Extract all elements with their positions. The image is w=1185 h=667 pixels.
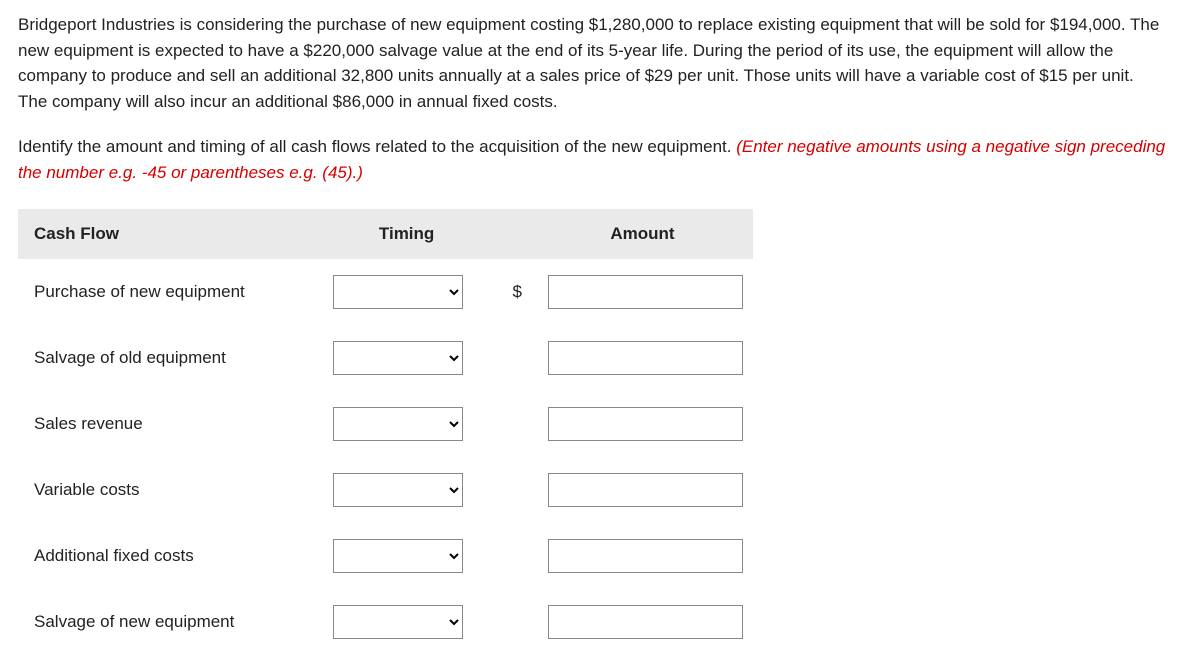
instruction-line: Identify the amount and timing of all ca… xyxy=(18,134,1167,185)
row-label: Variable costs xyxy=(18,457,317,523)
row-label: Sales revenue xyxy=(18,391,317,457)
table-row: Salvage of new equipment xyxy=(18,589,753,655)
currency-symbol: $ xyxy=(513,282,522,301)
problem-statement: Bridgeport Industries is considering the… xyxy=(18,12,1167,114)
amount-input[interactable] xyxy=(548,539,743,573)
instruction-text: Identify the amount and timing of all ca… xyxy=(18,137,736,156)
amount-input[interactable] xyxy=(548,473,743,507)
row-label: Salvage of old equipment xyxy=(18,325,317,391)
timing-select[interactable] xyxy=(333,341,463,375)
timing-select[interactable] xyxy=(333,473,463,507)
table-row: Sales revenue xyxy=(18,391,753,457)
table-row: Salvage of old equipment xyxy=(18,325,753,391)
problem-text: Bridgeport Industries is considering the… xyxy=(18,15,1159,111)
table-row: Variable costs xyxy=(18,457,753,523)
table-row: Purchase of new equipment $ xyxy=(18,259,753,325)
cash-flow-table: Cash Flow Timing Amount Purchase of new … xyxy=(18,209,753,655)
timing-select[interactable] xyxy=(333,539,463,573)
timing-select[interactable] xyxy=(333,407,463,441)
row-label: Additional fixed costs xyxy=(18,523,317,589)
header-timing: Timing xyxy=(317,209,497,259)
amount-input[interactable] xyxy=(548,275,743,309)
header-cash-flow: Cash Flow xyxy=(18,209,317,259)
amount-input[interactable] xyxy=(548,341,743,375)
row-label: Salvage of new equipment xyxy=(18,589,317,655)
timing-select[interactable] xyxy=(333,275,463,309)
amount-input[interactable] xyxy=(548,407,743,441)
row-label: Purchase of new equipment xyxy=(18,259,317,325)
header-spacer xyxy=(497,209,532,259)
table-header-row: Cash Flow Timing Amount xyxy=(18,209,753,259)
amount-input[interactable] xyxy=(548,605,743,639)
header-amount: Amount xyxy=(532,209,753,259)
timing-select[interactable] xyxy=(333,605,463,639)
table-row: Additional fixed costs xyxy=(18,523,753,589)
